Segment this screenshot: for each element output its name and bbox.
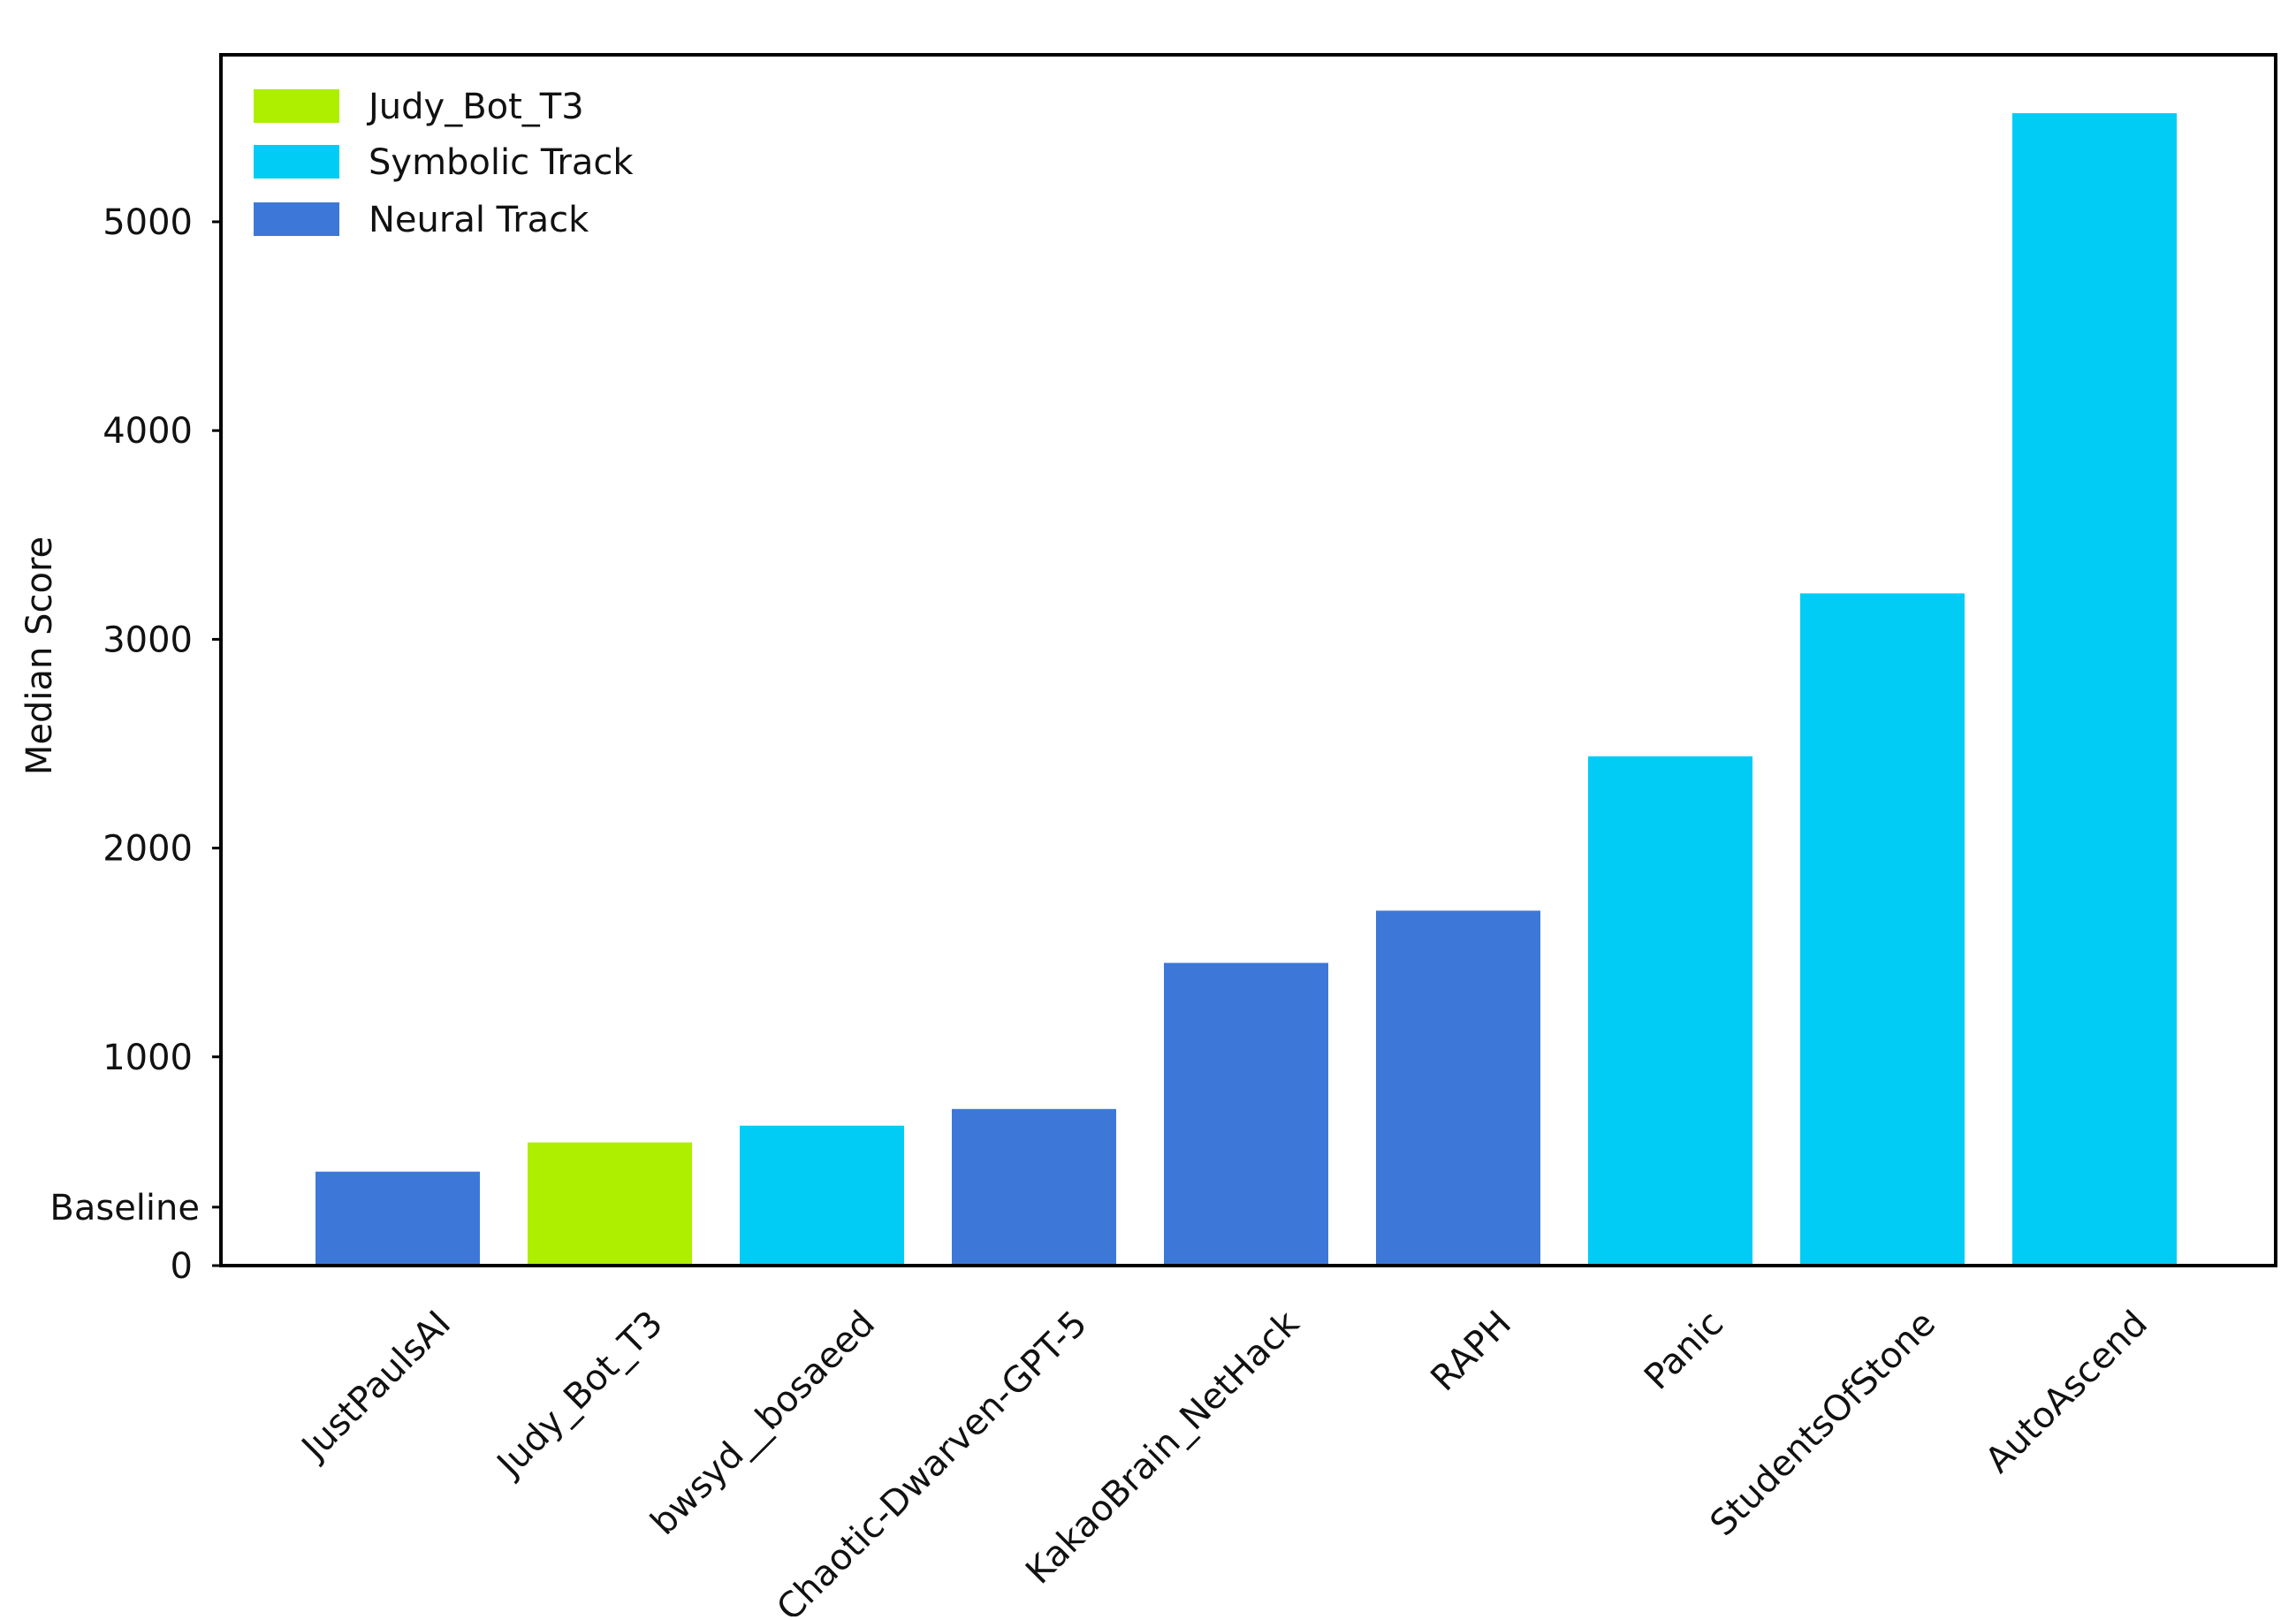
x-tick-label: Panic	[1637, 1304, 1731, 1398]
baseline-label: Baseline	[49, 1188, 200, 1228]
bar-studentsofstone	[1800, 593, 1965, 1266]
legend-label: Neural Track	[369, 200, 589, 240]
legend: Judy_Bot_T3 Symbolic Track Neural Track	[254, 87, 634, 240]
bar-autoascend	[2012, 113, 2177, 1266]
y-tick-label: 3000	[103, 620, 193, 660]
y-axis: 0 1000 2000 3000 4000 5000 Baseline	[49, 202, 221, 1287]
y-tick-label: 2000	[103, 829, 193, 870]
y-tick-label: 1000	[103, 1038, 193, 1078]
x-tick-label: RAPH	[1423, 1304, 1519, 1400]
bar-judy-bot-t3	[528, 1142, 692, 1266]
legend-swatch	[254, 89, 339, 123]
bar-chaotic-dwarven-gpt-5	[952, 1108, 1116, 1266]
x-tick-label: Judy_Bot_T3	[488, 1304, 671, 1487]
legend-swatch	[254, 145, 339, 179]
x-tick-label: bwsyd__bosaeed	[643, 1304, 883, 1543]
x-tick-label: JustPaulsAI	[293, 1304, 459, 1470]
y-tick-label: 4000	[103, 411, 193, 452]
bar-justpaulsai	[316, 1171, 480, 1266]
x-tick-label: AutoAscend	[1978, 1304, 2155, 1481]
y-tick-label: 0	[171, 1246, 193, 1287]
plot-frame	[219, 53, 2277, 1267]
bars-layer	[316, 113, 2177, 1266]
bar-raph	[1376, 910, 1540, 1266]
legend-label: Symbolic Track	[369, 142, 634, 183]
y-axis-title: Median Score	[19, 536, 60, 775]
legend-label: Judy_Bot_T3	[366, 87, 584, 127]
bar-bwsyd-bosaeed	[740, 1125, 904, 1266]
bar-panic	[1588, 756, 1752, 1266]
bar-kakaobrain-nethack	[1164, 962, 1328, 1266]
x-axis: JustPaulsAI Judy_Bot_T3bwsyd__bosaeedChao…	[293, 1303, 2155, 1620]
x-tick-label: StudentsOfStone	[1703, 1304, 1944, 1545]
legend-swatch	[254, 202, 339, 236]
y-tick-label: 5000	[103, 202, 193, 243]
